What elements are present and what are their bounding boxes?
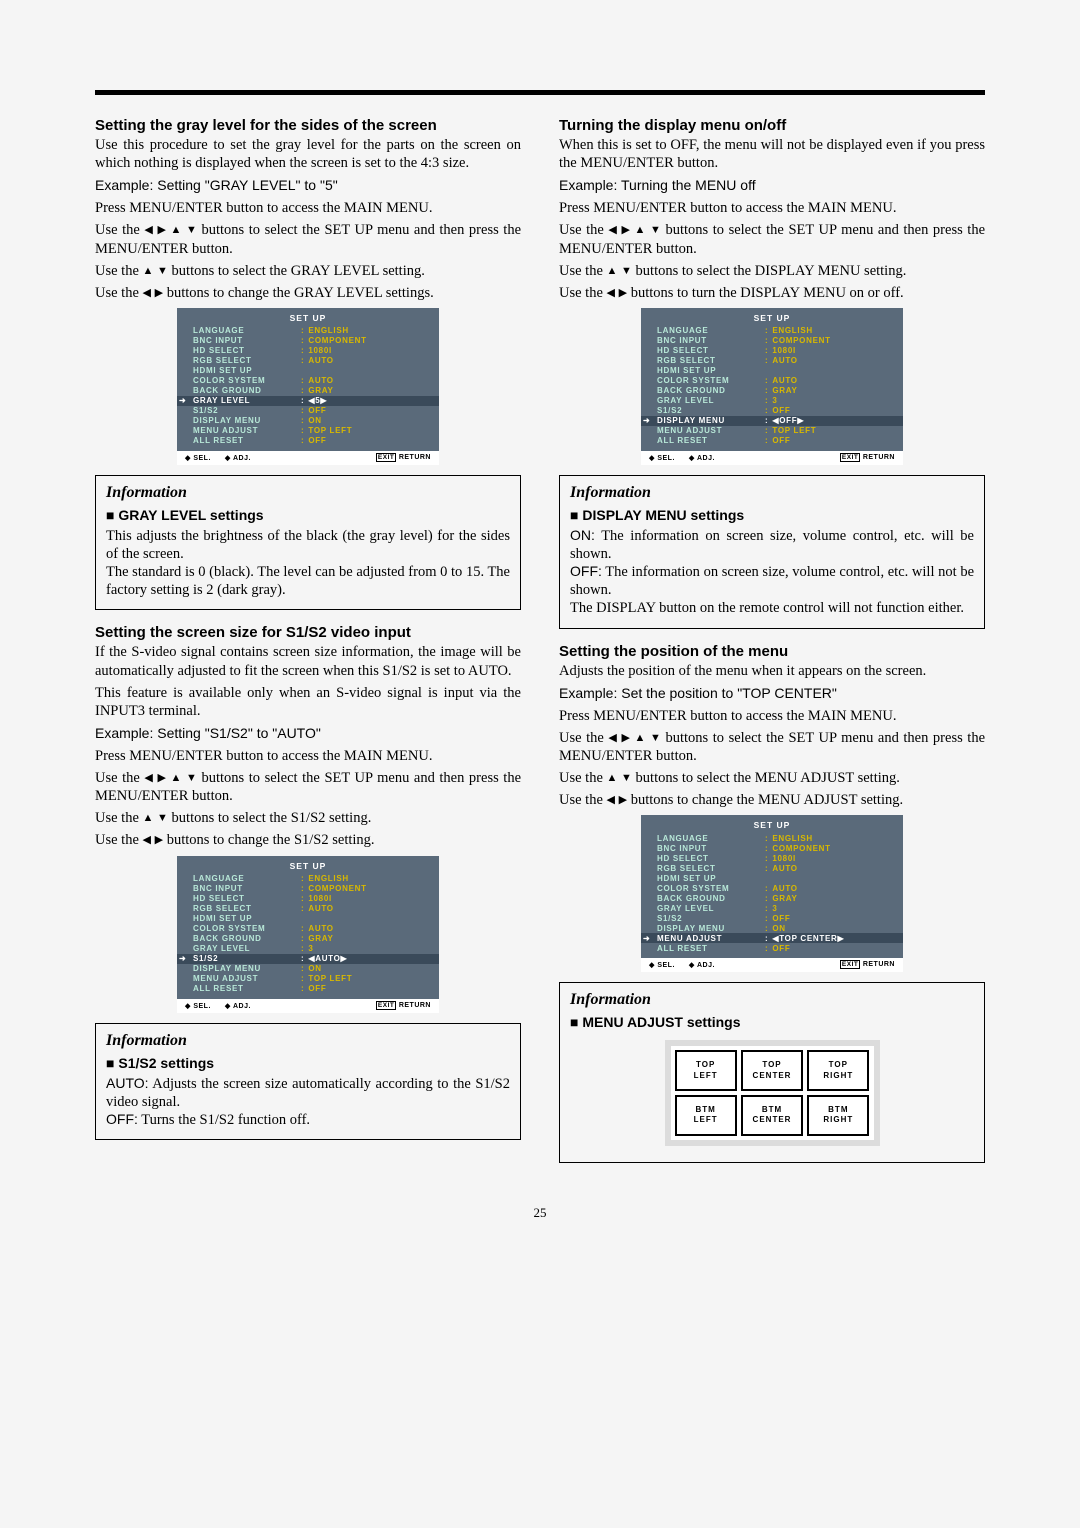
step-text: Use the ▲ ▼ buttons to select the GRAY L…	[95, 262, 521, 280]
info-subheading: S1/S2 settings	[106, 1055, 510, 1071]
step-text: Use the ◀ ▶ buttons to change the S1/S2 …	[95, 831, 521, 849]
position-grid: TOPLEFTTOPCENTERTOPRIGHT BTMLEFTBTMCENTER…	[665, 1040, 880, 1146]
info-text: The standard is 0 (black). The level can…	[106, 563, 510, 599]
osd-menu-displaymenu: SET UPLANGUAGE: ENGLISHBNC INPUT: COMPON…	[641, 308, 903, 465]
info-subheading: DISPLAY MENU settings	[570, 507, 974, 523]
body-text: Use this procedure to set the gray level…	[95, 136, 521, 172]
position-cell: BTMLEFT	[675, 1095, 737, 1136]
step-text: Use the ▲ ▼ buttons to select the MENU A…	[559, 769, 985, 787]
example-text: Example: Setting "GRAY LEVEL" to "5"	[95, 177, 521, 193]
step-text: Press MENU/ENTER button to access the MA…	[95, 747, 521, 765]
info-box-s1s2: Information S1/S2 settings AUTO: Adjusts…	[95, 1023, 521, 1140]
info-box-graylevel: Information GRAY LEVEL settings This adj…	[95, 475, 521, 611]
step-text: Use the ▲ ▼ buttons to select the DISPLA…	[559, 262, 985, 280]
info-text: The DISPLAY button on the remote control…	[570, 599, 974, 617]
info-title: Information	[106, 1032, 510, 1050]
step-text: Use the ◀ ▶ ▲ ▼ buttons to select the SE…	[559, 221, 985, 257]
example-text: Example: Setting "S1/S2" to "AUTO"	[95, 725, 521, 741]
right-column: Turning the display menu on/off When thi…	[559, 117, 985, 1177]
step-text: Use the ◀ ▶ buttons to change the GRAY L…	[95, 284, 521, 302]
step-text: Use the ◀ ▶ buttons to change the MENU A…	[559, 791, 985, 809]
position-cell: TOPRIGHT	[807, 1050, 869, 1091]
two-column-layout: Setting the gray level for the sides of …	[95, 117, 985, 1177]
step-text: Use the ◀ ▶ ▲ ▼ buttons to select the SE…	[559, 729, 985, 765]
osd-menu-menuadjust: SET UPLANGUAGE: ENGLISHBNC INPUT: COMPON…	[641, 815, 903, 972]
info-subheading: GRAY LEVEL settings	[106, 507, 510, 523]
info-title: Information	[106, 484, 510, 502]
body-text: If the S-video signal contains screen si…	[95, 643, 521, 679]
example-text: Example: Set the position to "TOP CENTER…	[559, 685, 985, 701]
body-text: Adjusts the position of the menu when it…	[559, 662, 985, 680]
info-text: AUTO: Adjusts the screen size automatica…	[106, 1075, 510, 1111]
info-text: ON: The information on screen size, volu…	[570, 527, 974, 563]
left-column: Setting the gray level for the sides of …	[95, 117, 521, 1177]
info-text: This adjusts the brightness of the black…	[106, 527, 510, 563]
body-text: This feature is available only when an S…	[95, 684, 521, 720]
top-rule	[95, 90, 985, 95]
info-title: Information	[570, 991, 974, 1009]
osd-menu-s1s2: SET UPLANGUAGE: ENGLISHBNC INPUT: COMPON…	[177, 856, 439, 1013]
position-cell: BTMRIGHT	[807, 1095, 869, 1136]
section-heading: Setting the gray level for the sides of …	[95, 117, 521, 134]
osd-menu-graylevel: SET UPLANGUAGE: ENGLISHBNC INPUT: COMPON…	[177, 308, 439, 465]
section-heading: Setting the position of the menu	[559, 643, 985, 660]
body-text: When this is set to OFF, the menu will n…	[559, 136, 985, 172]
info-text: OFF: The information on screen size, vol…	[570, 563, 974, 599]
step-text: Use the ◀ ▶ buttons to turn the DISPLAY …	[559, 284, 985, 302]
step-text: Use the ◀ ▶ ▲ ▼ buttons to select the SE…	[95, 769, 521, 805]
position-cell: TOPCENTER	[741, 1050, 803, 1091]
section-heading: Turning the display menu on/off	[559, 117, 985, 134]
page-number: 25	[95, 1205, 985, 1221]
position-grid-inner: TOPLEFTTOPCENTERTOPRIGHT BTMLEFTBTMCENTER…	[671, 1046, 874, 1140]
info-subheading: MENU ADJUST settings	[570, 1014, 974, 1030]
step-text: Press MENU/ENTER button to access the MA…	[559, 707, 985, 725]
info-box-displaymenu: Information DISPLAY MENU settings ON: Th…	[559, 475, 985, 629]
step-text: Use the ▲ ▼ buttons to select the S1/S2 …	[95, 809, 521, 827]
position-cell: TOPLEFT	[675, 1050, 737, 1091]
info-box-menuadjust: Information MENU ADJUST settings TOPLEFT…	[559, 982, 985, 1163]
step-text: Use the ◀ ▶ ▲ ▼ buttons to select the SE…	[95, 221, 521, 257]
step-text: Press MENU/ENTER button to access the MA…	[559, 199, 985, 217]
info-text: OFF: Turns the S1/S2 function off.	[106, 1111, 510, 1129]
position-cell: BTMCENTER	[741, 1095, 803, 1136]
section-heading: Setting the screen size for S1/S2 video …	[95, 624, 521, 641]
step-text: Press MENU/ENTER button to access the MA…	[95, 199, 521, 217]
info-title: Information	[570, 484, 974, 502]
example-text: Example: Turning the MENU off	[559, 177, 985, 193]
